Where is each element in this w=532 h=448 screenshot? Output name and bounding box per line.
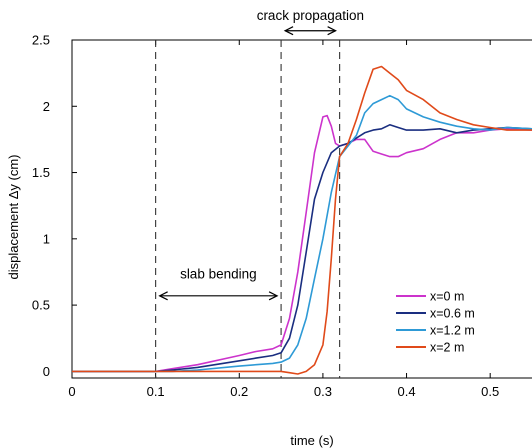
annotation-label: crack propagation xyxy=(257,8,364,23)
tick-labels: 0 0.1 0.2 0.3 0.4 0.5 0 0.5 1 1.5 2 2.5 xyxy=(32,33,499,400)
arrow-head-right xyxy=(268,291,279,301)
x-tick-label: 0.4 xyxy=(398,384,416,399)
y-tick-label: 0.5 xyxy=(32,298,50,313)
y-axis-label: displacement Δy (cm) xyxy=(6,155,21,280)
y-tick-label: 1.5 xyxy=(32,165,50,180)
legend: x=0 m x=0.6 m x=1.2 m x=2 m xyxy=(388,285,528,359)
series-line-1 xyxy=(72,114,532,373)
x-tick-label: 0.1 xyxy=(147,384,165,399)
y-tick-label: 2 xyxy=(43,99,50,114)
x-tick-label: 0 xyxy=(68,384,75,399)
arrow-head-left xyxy=(283,26,294,36)
annotation-label: slab bending xyxy=(180,267,257,282)
x-tick-label: 0.3 xyxy=(314,384,332,399)
series-line-4 xyxy=(72,65,532,375)
legend-label-3: x=1.2 m xyxy=(430,324,475,338)
legend-label-4: x=2 m xyxy=(430,341,464,355)
x-tick-label: 0.2 xyxy=(230,384,248,399)
y-tick-label: 1 xyxy=(43,231,50,246)
vertical-marker-lines xyxy=(155,40,341,378)
legend-label-1: x=0 m xyxy=(430,290,464,304)
series-lines xyxy=(72,65,532,375)
arrow-head-right xyxy=(327,26,337,36)
arrow-head-left xyxy=(158,291,168,301)
annotations: slab bending crack propagation xyxy=(158,8,364,301)
y-tick-label: 2.5 xyxy=(32,33,50,48)
plot-frame xyxy=(71,39,532,379)
legend-label-2: x=0.6 m xyxy=(430,307,475,321)
y-tick-label: 0 xyxy=(43,364,50,379)
series-line-2 xyxy=(72,124,532,373)
x-axis-label: time (s) xyxy=(290,433,333,448)
x-tick-label: 0.5 xyxy=(481,384,499,399)
